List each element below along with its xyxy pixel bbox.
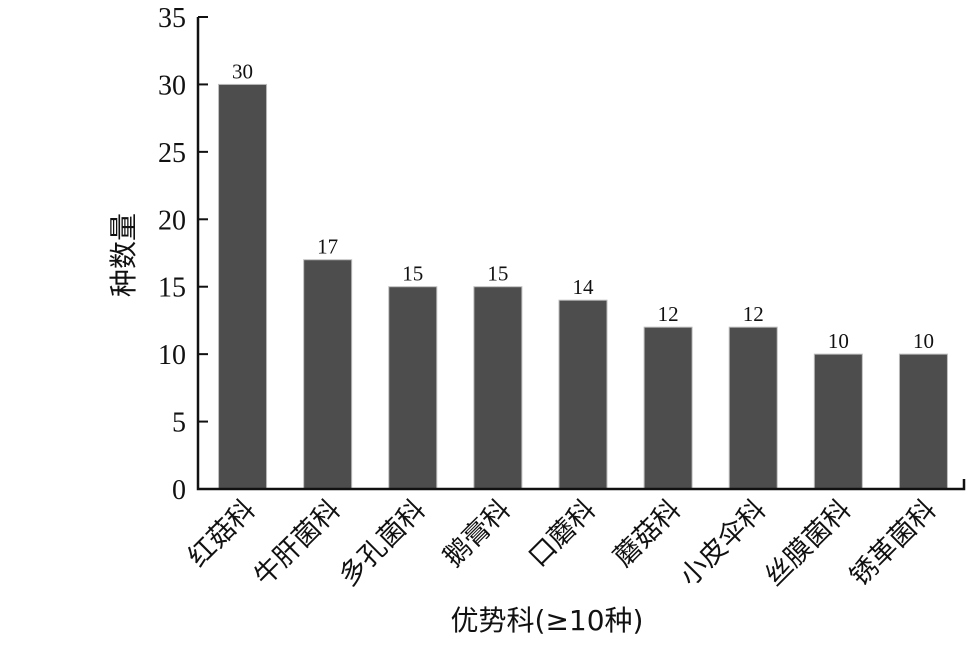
bar-value-label: 12 [743,302,764,326]
bar-value-label: 15 [487,262,508,286]
axis-lines [196,17,966,491]
x-category-label: 蘑菇科 [608,494,687,573]
bar [898,353,948,490]
bar-value-label: 10 [913,329,934,353]
data-labels: 30 17 15 15 14 12 12 10 10 [232,59,934,353]
bar [388,286,438,490]
y-axis-ticks: 0 5 10 15 20 25 30 35 [158,3,208,506]
bar-value-label: 17 [317,235,338,259]
y-tick-label: 15 [158,273,186,304]
bar-value-label: 12 [658,302,679,326]
bar [813,353,863,490]
x-category-label: 小皮伞科 [674,494,772,592]
y-tick-label: 20 [158,205,186,236]
bar [643,326,693,490]
bar [303,259,353,490]
bar [728,326,778,490]
y-tick-label: 30 [158,70,186,101]
y-tick-label: 5 [172,408,186,439]
x-axis-title: 优势科(≥10种) [451,604,644,637]
y-tick-label: 35 [158,3,186,34]
y-tick-label: 0 [172,475,186,506]
bar-value-label: 15 [402,262,423,286]
bar [473,286,523,490]
y-axis-title: 种数量 [107,213,140,297]
x-category-label: 多孔菌科 [333,494,431,592]
y-tick-label: 10 [158,340,186,371]
bars [218,83,948,490]
x-category-label: 牛肝菌科 [248,494,346,592]
x-category-label: 丝膜菌科 [759,494,857,592]
bar [558,299,608,490]
x-category-label: 鹅膏科 [438,494,517,573]
bar [218,83,268,490]
bar-value-label: 10 [828,329,849,353]
x-category-label: 锈革菌科 [844,494,942,592]
bar-value-label: 14 [573,275,595,299]
x-category-label: 红菇科 [182,494,261,573]
y-tick-label: 25 [158,138,186,169]
bar-value-label: 30 [232,59,253,83]
x-category-label: 口蘑科 [523,494,602,573]
